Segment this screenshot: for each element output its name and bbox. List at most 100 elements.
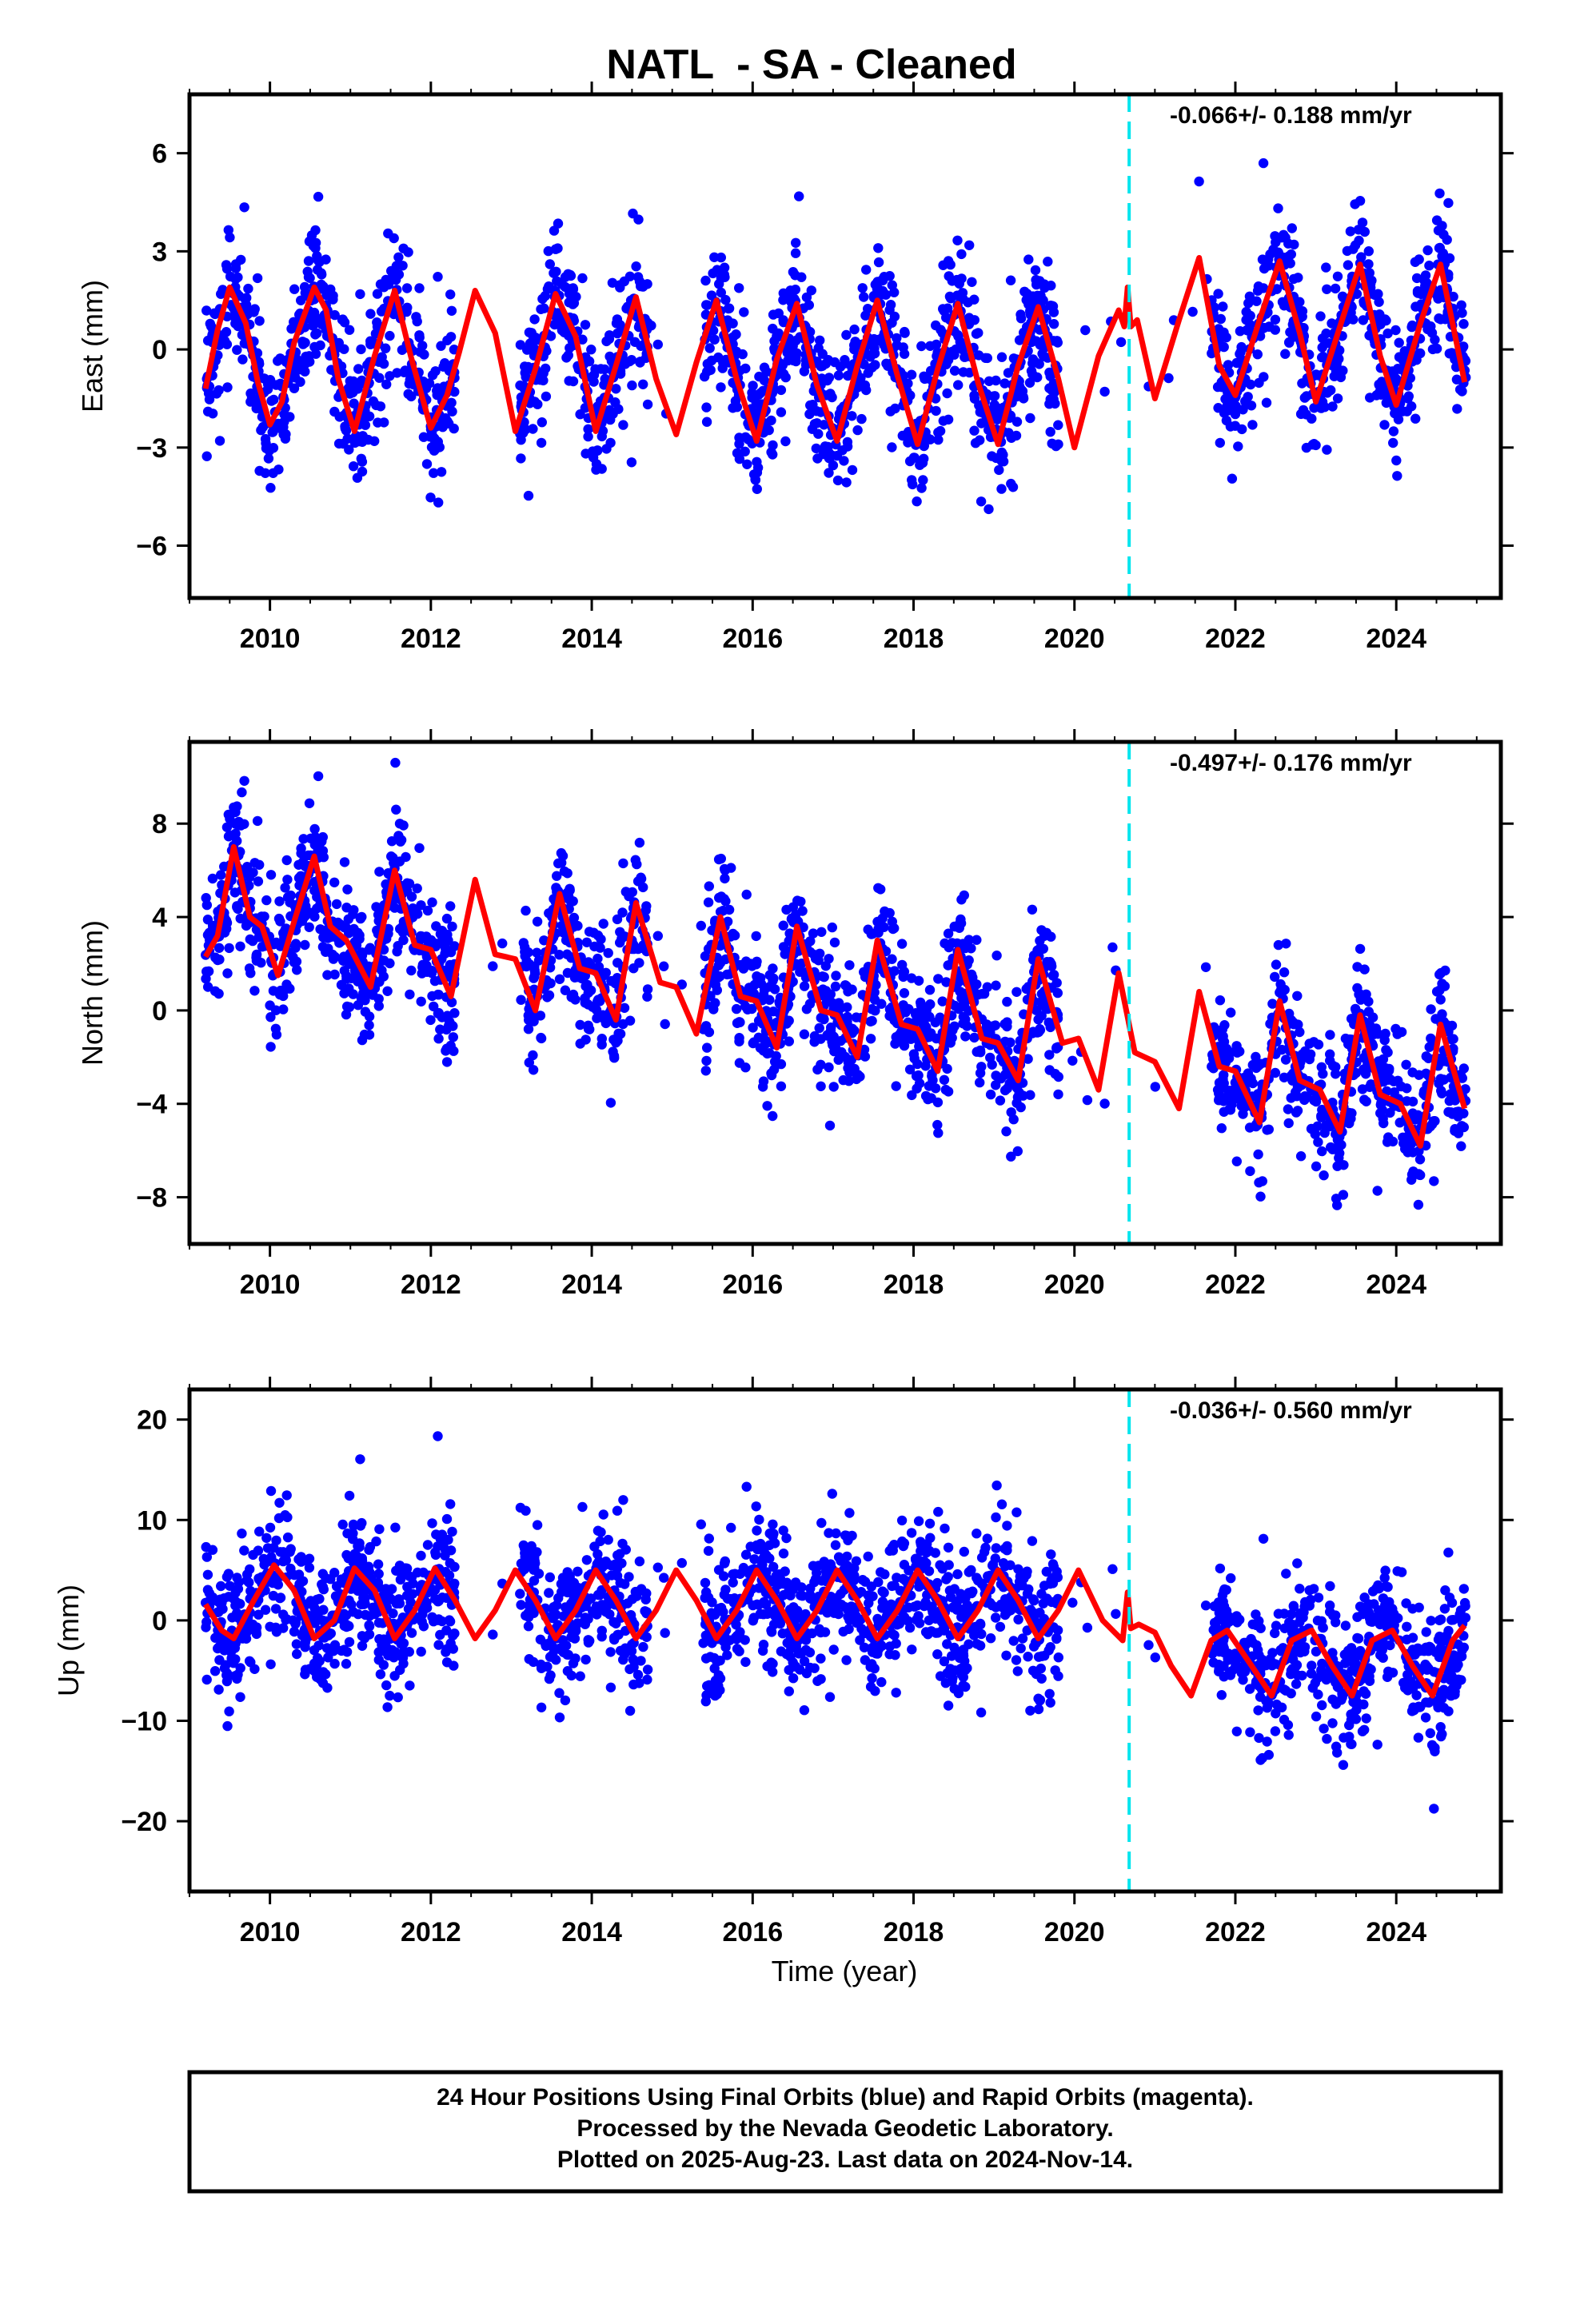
data-point — [1233, 441, 1243, 451]
data-point — [236, 820, 245, 830]
data-point — [345, 1003, 354, 1012]
data-point — [627, 457, 636, 467]
data-point — [994, 465, 1003, 475]
data-point — [334, 439, 344, 448]
data-point — [1044, 1050, 1054, 1059]
data-point — [601, 1018, 611, 1028]
data-point — [740, 364, 750, 373]
data-point — [1432, 344, 1442, 353]
data-point — [1005, 1038, 1015, 1047]
north-ytick-label: −4 — [136, 1090, 167, 1120]
data-point — [1368, 1012, 1378, 1022]
data-point — [878, 914, 888, 923]
data-point — [752, 931, 761, 941]
data-point — [776, 1059, 786, 1069]
data-point — [1006, 276, 1015, 285]
data-point — [381, 380, 391, 389]
data-point — [1083, 1095, 1092, 1105]
data-point — [382, 987, 392, 996]
data-point — [1053, 421, 1063, 430]
data-point — [285, 984, 294, 994]
data-point — [1395, 1118, 1405, 1127]
data-point — [261, 895, 271, 905]
data-point — [844, 960, 854, 970]
data-point — [633, 876, 643, 886]
data-point — [321, 254, 330, 264]
data-point — [365, 309, 375, 318]
data-point — [426, 935, 436, 945]
east-xtick-label: 2018 — [884, 624, 944, 654]
east-xtick-label: 2012 — [401, 624, 461, 654]
data-point — [701, 402, 711, 412]
data-point — [982, 1019, 991, 1029]
data-point — [953, 380, 963, 389]
data-point — [376, 1669, 385, 1679]
data-point — [263, 385, 273, 394]
data-point — [1280, 349, 1290, 359]
data-point — [581, 320, 590, 329]
data-point — [942, 389, 952, 398]
data-point — [1396, 1082, 1406, 1091]
data-point — [449, 1032, 458, 1042]
data-point — [233, 273, 242, 282]
data-point — [433, 1034, 443, 1043]
data-point — [393, 253, 403, 262]
data-point — [1006, 1152, 1015, 1162]
data-point — [976, 1046, 985, 1055]
data-point — [1053, 440, 1063, 449]
data-point — [374, 1525, 384, 1534]
data-point — [376, 401, 385, 411]
data-point — [975, 1078, 984, 1087]
data-point — [232, 903, 241, 912]
data-point — [919, 454, 928, 464]
east-ylabel: East (mm) — [76, 280, 109, 413]
data-point — [1430, 335, 1439, 345]
data-point — [912, 1083, 921, 1093]
data-point — [398, 244, 408, 253]
data-point — [222, 968, 232, 978]
data-point — [314, 839, 324, 849]
data-point — [582, 938, 592, 947]
data-point — [791, 238, 800, 248]
data-point — [383, 229, 393, 238]
data-point — [839, 1075, 848, 1085]
data-point — [1247, 420, 1257, 429]
data-point — [1215, 1564, 1225, 1573]
data-point — [774, 309, 784, 318]
data-point — [1107, 943, 1117, 952]
data-point — [221, 327, 231, 337]
data-point — [997, 1500, 1007, 1509]
data-point — [1254, 1178, 1263, 1187]
data-point — [704, 881, 714, 891]
data-point — [728, 318, 737, 328]
data-point — [236, 255, 245, 265]
data-point — [821, 961, 831, 971]
data-point — [800, 981, 809, 991]
data-point — [384, 280, 393, 289]
data-point — [309, 886, 319, 895]
data-point — [1001, 1126, 1011, 1136]
data-point — [1406, 1175, 1416, 1185]
data-point — [338, 1520, 348, 1529]
data-point — [1448, 1034, 1458, 1043]
data-point — [301, 359, 310, 369]
data-point — [1443, 1548, 1453, 1557]
data-point — [834, 370, 844, 380]
data-point — [941, 1574, 951, 1584]
data-point — [1297, 378, 1307, 388]
data-point — [732, 402, 742, 412]
data-point — [1046, 1698, 1055, 1708]
data-point — [265, 483, 275, 492]
data-point — [779, 921, 788, 931]
data-point — [413, 317, 422, 326]
data-point — [402, 303, 412, 313]
data-point — [1298, 1050, 1307, 1059]
data-point — [828, 1489, 837, 1498]
data-point — [1414, 254, 1424, 264]
data-point — [742, 890, 752, 899]
data-point — [581, 1034, 590, 1044]
data-point — [1358, 1084, 1367, 1094]
data-point — [488, 1629, 497, 1639]
